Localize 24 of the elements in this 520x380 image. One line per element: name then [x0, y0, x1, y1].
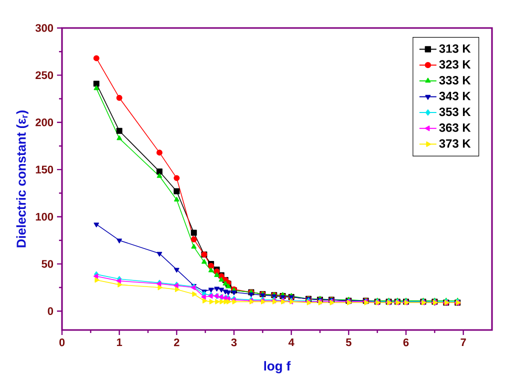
y-tick-label: 250	[36, 71, 54, 80]
y-tick-label: 0	[48, 307, 54, 316]
legend-label: 333 K	[439, 76, 471, 84]
y-tick-label: 100	[36, 212, 54, 221]
x-tick-label: 0	[59, 338, 65, 346]
x-tick-label: 4	[288, 338, 294, 346]
x-tick-label: 5	[346, 338, 352, 346]
y-tick-label: 300	[35, 24, 54, 32]
x-tick-label: 6	[403, 338, 409, 346]
y-tick-label: 200	[36, 118, 54, 126]
x-tick-label: 3	[231, 338, 237, 346]
legend-label: 363 K	[439, 123, 471, 132]
x-tick-label: 1	[116, 338, 122, 346]
legend-label: 373 K	[439, 139, 471, 148]
y-tick-label: 50	[42, 260, 54, 268]
legend-label: 353 K	[439, 108, 471, 116]
legend-label: 323 K	[439, 60, 471, 69]
x-tick-label: 2	[174, 338, 180, 346]
y-axis-title: Dielectric constant (ε$_{r}$)	[16, 110, 28, 248]
x-tick-label: 7	[460, 338, 466, 346]
legend-label: 343 K	[439, 92, 471, 100]
legend-label: 313 K	[439, 44, 471, 53]
x-axis-title: log f	[264, 361, 291, 374]
y-tick-label: 150	[36, 166, 54, 174]
